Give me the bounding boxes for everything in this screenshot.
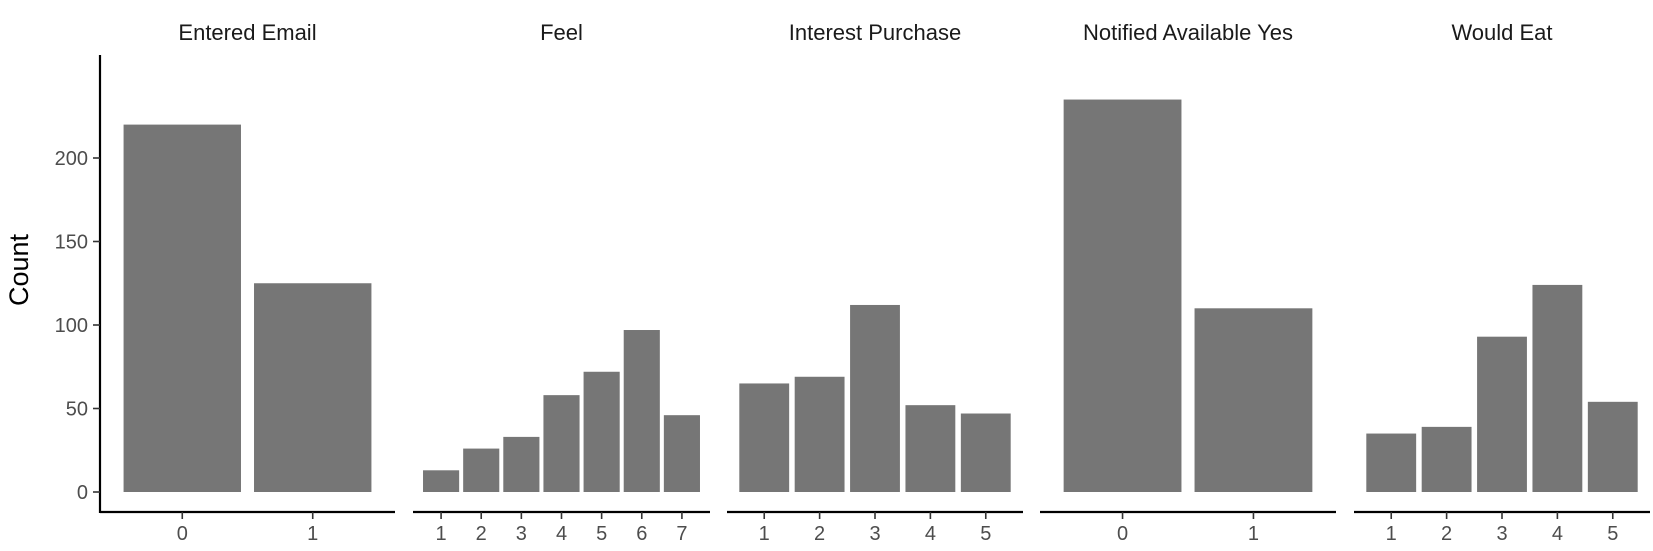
- x-tick-label: 5: [980, 523, 991, 545]
- facet-panel: Entered Email 0 1: [100, 20, 395, 545]
- y-tick-label: 150: [55, 232, 88, 254]
- x-tick-label: 1: [307, 523, 318, 545]
- x-tick-label: 1: [1386, 523, 1397, 545]
- bar: [1421, 426, 1472, 492]
- x-tick-label: 2: [814, 523, 825, 545]
- facet-panel: Feel 1 2 3 4 5 6 7: [413, 20, 710, 545]
- x-tick-label: 4: [1552, 523, 1563, 545]
- bar: [739, 383, 790, 492]
- x-tick-label: 4: [925, 523, 936, 545]
- x-tick-label: 3: [869, 523, 880, 545]
- x-tick-label: 5: [1607, 523, 1618, 545]
- facet-panels: Entered Email 0 1 Feel 1 2 3 4 5 6 7 Interest Purch…: [100, 20, 1650, 545]
- x-tick-label: 1: [436, 523, 447, 545]
- x-tick-label: 1: [759, 523, 770, 545]
- facet-title: Entered Email: [178, 20, 316, 45]
- y-axis-title: Count: [4, 233, 34, 306]
- x-tick-label: 0: [177, 523, 188, 545]
- x-tick-label: 3: [516, 523, 527, 545]
- bar: [1477, 336, 1527, 492]
- facet-title: Would Eat: [1451, 20, 1552, 45]
- x-tick-label: 4: [556, 523, 567, 545]
- bar: [463, 448, 500, 492]
- bar: [123, 124, 241, 492]
- y-axis: 0 50 100 150 200: [55, 55, 102, 513]
- bar: [423, 470, 460, 492]
- facet-panel: Interest Purchase 1 2 3 4 5: [727, 20, 1023, 545]
- bar: [850, 304, 900, 492]
- facet-panel: Would Eat 1 2 3 4 5: [1354, 20, 1650, 545]
- y-tick-label: 0: [77, 482, 88, 504]
- x-tick-label: 1: [1248, 523, 1259, 545]
- x-tick-label: 3: [1496, 523, 1507, 545]
- facet-panel: Notified Available Yes 0 1: [1040, 20, 1336, 545]
- x-tick-label: 7: [676, 523, 687, 545]
- facet-title: Notified Available Yes: [1083, 20, 1293, 45]
- y-tick-label: 100: [55, 315, 88, 337]
- x-tick-label: 5: [596, 523, 607, 545]
- x-tick-label: 6: [636, 523, 647, 545]
- bar: [254, 283, 372, 492]
- bar: [960, 413, 1011, 492]
- bar: [1532, 284, 1583, 492]
- bar: [543, 395, 580, 492]
- bar: [1194, 308, 1313, 492]
- x-tick-label: 0: [1117, 523, 1128, 545]
- bar: [905, 405, 956, 492]
- facet-title: Interest Purchase: [789, 20, 961, 45]
- facet-title: Feel: [540, 20, 583, 45]
- bar: [583, 371, 620, 492]
- bar: [623, 330, 660, 492]
- bar: [1366, 433, 1417, 492]
- bar: [503, 436, 540, 492]
- bar: [794, 376, 845, 492]
- bar: [1587, 401, 1638, 492]
- bar: [1063, 99, 1182, 493]
- y-tick-label: 200: [55, 148, 88, 170]
- y-tick-label: 50: [66, 399, 88, 421]
- bar: [663, 415, 700, 492]
- x-tick-label: 2: [1441, 523, 1452, 545]
- x-tick-label: 2: [476, 523, 487, 545]
